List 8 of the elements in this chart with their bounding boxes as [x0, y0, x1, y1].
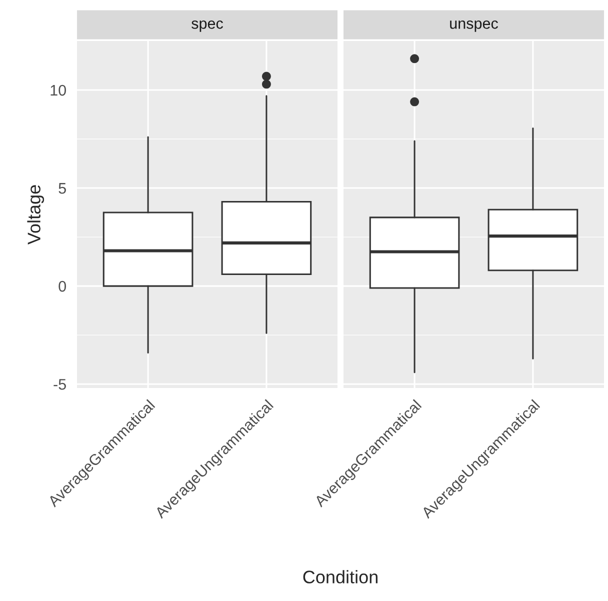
- y-tick-label: 5: [58, 183, 66, 194]
- y-tick-label: -5: [54, 379, 66, 390]
- y-axis-title: Voltage: [27, 185, 44, 245]
- chart-title: unspec: [450, 20, 498, 32]
- chart-title: spec: [192, 20, 223, 32]
- y-tick-label: 0: [58, 280, 66, 292]
- y-tick-label: 10: [50, 84, 66, 96]
- x-axis-title: Condition: [303, 570, 378, 584]
